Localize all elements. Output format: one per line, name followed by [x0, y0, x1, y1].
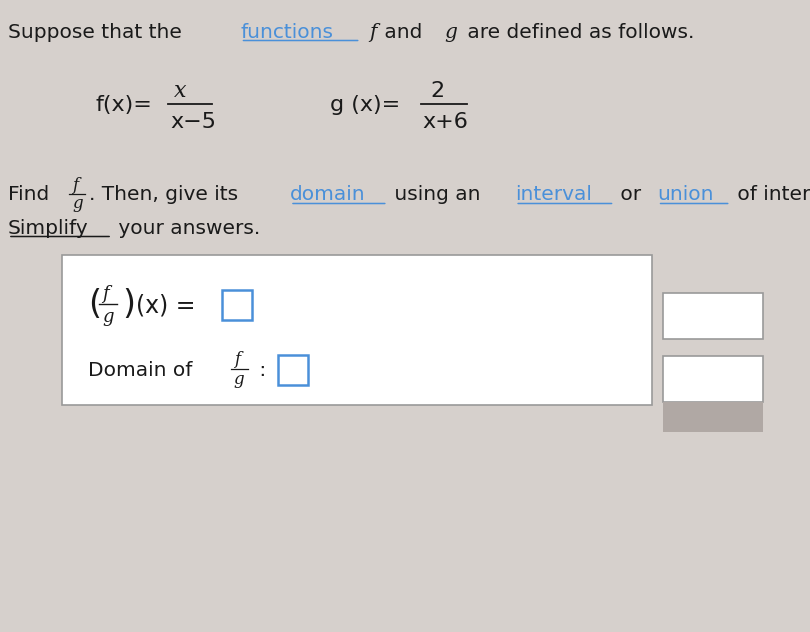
Text: your answers.: your answers.	[112, 219, 260, 238]
Text: union: union	[658, 186, 714, 205]
Text: using an: using an	[388, 186, 487, 205]
Text: interval: interval	[515, 186, 592, 205]
FancyBboxPatch shape	[663, 356, 763, 402]
Text: f: f	[72, 178, 79, 195]
Text: or: or	[615, 186, 648, 205]
Text: (: (	[88, 288, 101, 322]
FancyBboxPatch shape	[663, 402, 763, 432]
Text: x−5: x−5	[170, 112, 216, 132]
Text: and: and	[378, 23, 429, 42]
Text: f: f	[369, 23, 377, 42]
Text: of interval: of interval	[731, 186, 810, 205]
Text: g: g	[444, 23, 457, 42]
Text: f: f	[234, 351, 240, 368]
Text: Find: Find	[8, 186, 56, 205]
Text: are defined as follows.: are defined as follows.	[461, 23, 694, 42]
Text: . Then, give its: . Then, give its	[89, 186, 245, 205]
FancyBboxPatch shape	[223, 290, 253, 320]
Text: x+6: x+6	[423, 112, 468, 132]
Text: (x) =: (x) =	[136, 293, 203, 317]
Text: ): )	[122, 288, 135, 322]
Text: 2: 2	[431, 81, 445, 101]
Text: g: g	[234, 372, 245, 389]
Text: g: g	[102, 308, 113, 326]
Text: x: x	[174, 80, 187, 102]
Text: g: g	[72, 195, 83, 212]
Text: Simplify: Simplify	[8, 219, 88, 238]
Text: f(x)=: f(x)=	[95, 95, 152, 115]
FancyBboxPatch shape	[278, 355, 309, 385]
FancyBboxPatch shape	[663, 293, 763, 339]
Text: Domain of: Domain of	[88, 360, 198, 379]
Text: domain: domain	[290, 186, 366, 205]
Text: :: :	[253, 360, 272, 379]
Text: f: f	[102, 285, 109, 303]
FancyBboxPatch shape	[62, 255, 652, 405]
Text: g (x)=: g (x)=	[330, 95, 400, 115]
Text: Suppose that the: Suppose that the	[8, 23, 188, 42]
Text: functions: functions	[241, 23, 334, 42]
